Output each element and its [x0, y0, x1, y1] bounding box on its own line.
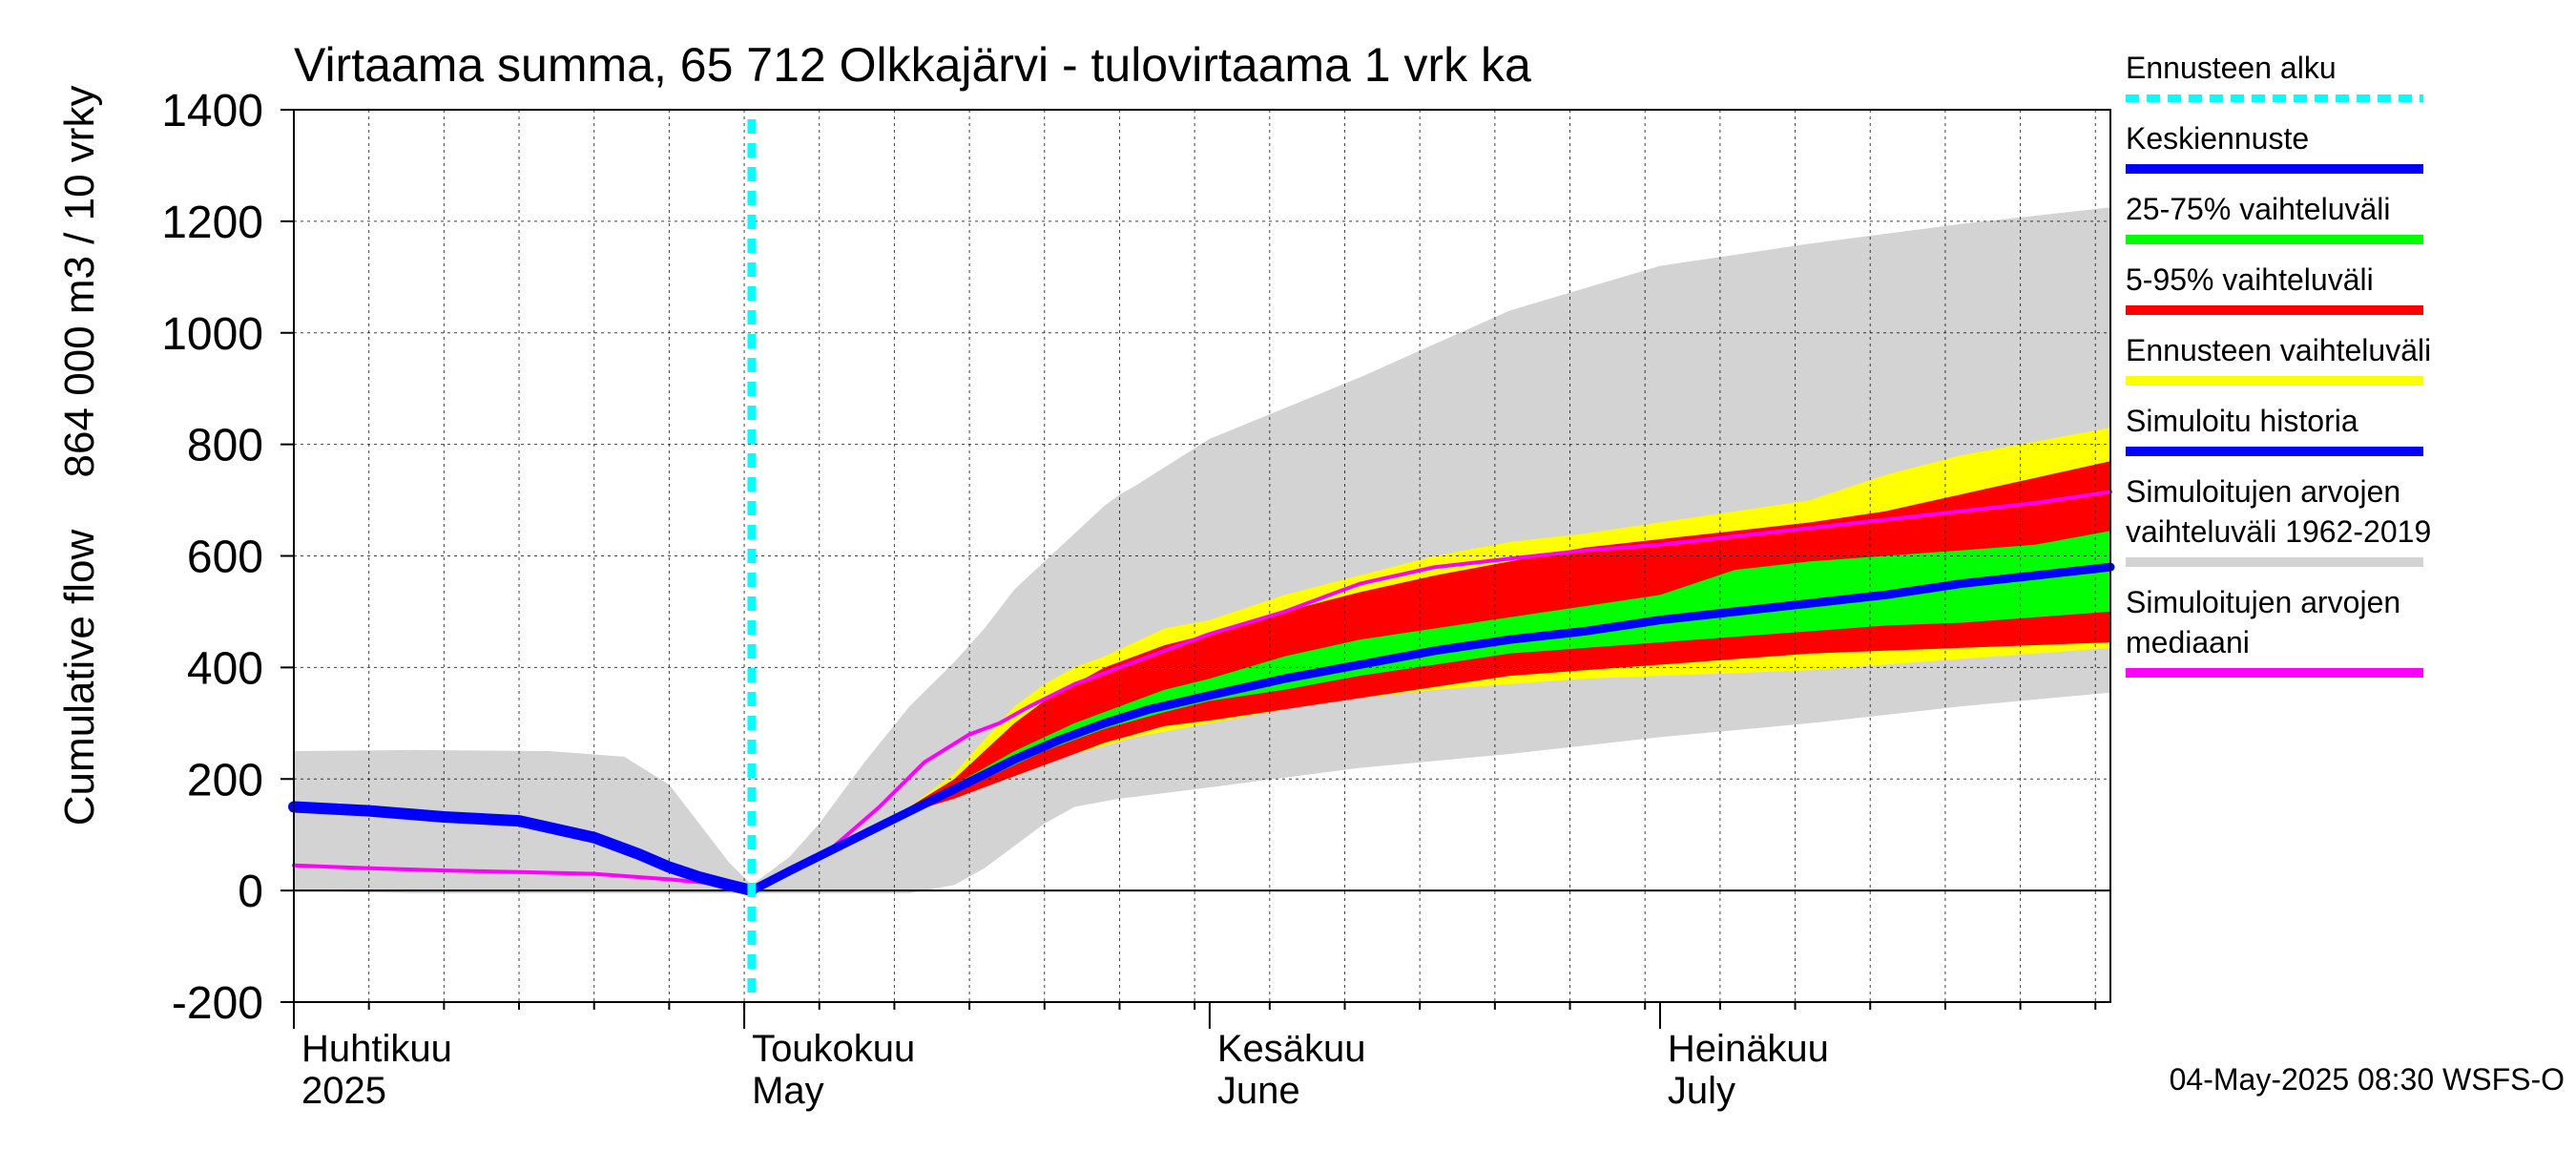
data-lines	[288, 490, 2115, 897]
month-label: Toukokuu	[752, 1028, 915, 1070]
y-tick-label: 400	[187, 643, 263, 694]
y-tick-label: 1000	[161, 309, 263, 360]
line-mean_forecast	[747, 562, 2115, 895]
band-hist_range	[294, 207, 2110, 894]
y-axis-label-line1: Cumulative flow	[56, 530, 103, 826]
legend-label: Keskiennuste	[2126, 121, 2309, 156]
y-tick-label: 800	[187, 421, 263, 471]
y-tick-label: 1400	[161, 86, 263, 136]
legend-label: Simuloitu historia	[2126, 404, 2358, 438]
legend-label: mediaani	[2126, 625, 2250, 659]
line-median	[292, 490, 2112, 893]
y-axis-label: Cumulative flow 864 000 m3 / 10 vrky	[56, 86, 103, 826]
legend-label: Simuloitujen arvojen	[2126, 585, 2400, 619]
month-sublabel: July	[1668, 1070, 1735, 1112]
legend-label: Simuloitujen arvojen	[2126, 474, 2400, 509]
month-label: Huhtikuu	[301, 1028, 452, 1070]
y-tick-label: -200	[172, 978, 263, 1029]
month-label: Kesäkuu	[1217, 1028, 1366, 1070]
line-simulated_history	[288, 801, 758, 897]
month-sublabel: 2025	[301, 1070, 386, 1112]
y-axis-label-line2: 864 000 m3 / 10 vrky	[56, 86, 103, 478]
month-label: Heinäkuu	[1668, 1028, 1829, 1070]
y-tick-label: 1200	[161, 198, 263, 248]
legend-label: 25-75% vaihteluväli	[2126, 192, 2391, 226]
legend: Ennusteen alku Keskiennuste 25-75% vaihtel…	[2126, 51, 2431, 678]
month-sublabel: June	[1217, 1070, 1300, 1112]
y-tick-label: 600	[187, 533, 263, 583]
chart-title: Virtaama summa, 65 712 Olkkajärvi - tulo…	[294, 38, 1531, 92]
legend-label: 5-95% vaihteluväli	[2126, 262, 2374, 297]
month-sublabel: May	[752, 1070, 824, 1112]
y-tick-label: 200	[187, 755, 263, 805]
legend-label: Ennusteen vaihteluväli	[2126, 333, 2431, 367]
legend-label: vaihteluväli 1962-2019	[2126, 514, 2431, 549]
y-axis-ticks: -200 0 200 400 600 800 1000 1200 1400	[161, 86, 294, 1029]
range-bands	[294, 207, 2110, 894]
y-tick-label: 0	[238, 867, 263, 917]
band-p25_75	[751, 531, 2110, 891]
footer-timestamp: 04-May-2025 08:30 WSFS-O	[2170, 1062, 2565, 1097]
legend-label: Ennusteen alku	[2126, 51, 2337, 85]
